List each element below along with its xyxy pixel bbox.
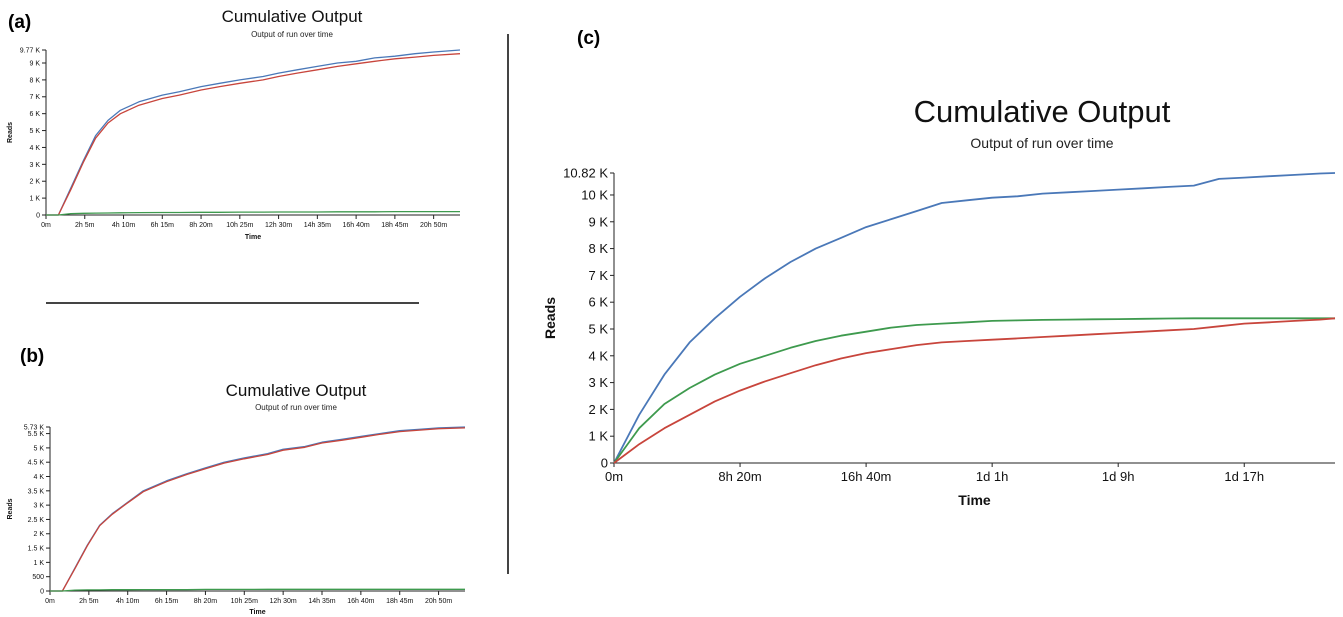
y-tick-label: 6 K [588, 295, 608, 310]
x-tick-label: 18h 45m [381, 222, 408, 229]
series-line-blue [50, 426, 466, 592]
chart-c-title: Cumulative Output [913, 94, 1171, 129]
series-line-red [50, 427, 466, 592]
y-tick-label: 9 K [588, 214, 608, 229]
y-tick-label: 3.5 K [28, 488, 45, 495]
y-tick-label: 3 K [33, 503, 44, 510]
x-tick-label: 8h 20m [718, 469, 761, 484]
chart-b: 0 500 1 K 1.5 K 2 K 2.5 K 3 K 3.5 K 4 K 4.5 K 5 K 5… [7, 424, 466, 616]
series-line-red [46, 53, 461, 216]
y-tick-label: 10.82 K [563, 166, 608, 181]
y-tick-label: 1 K [29, 196, 40, 203]
series-line-green [613, 317, 1335, 464]
y-tick-label: 2 K [588, 402, 608, 417]
y-tick-label: 8 K [588, 241, 608, 256]
y-tick-label: 2 K [33, 531, 44, 538]
chart-b-subtitle: Output of run over time [255, 403, 337, 412]
x-tick-label: 12h 30m [265, 222, 292, 229]
y-tick-label: 5.5 K [28, 431, 45, 438]
vertical-divider [507, 34, 509, 574]
series-line-green [50, 588, 465, 592]
chart-c-subtitle: Output of run over time [970, 135, 1114, 151]
x-tick-label: 8h 20m [189, 222, 213, 229]
y-tick-label: 0 [36, 212, 40, 219]
x-tick-label: 0m [41, 222, 51, 229]
x-tick-label: 12h 30m [270, 598, 297, 605]
x-tick-label: 14h 35m [308, 598, 335, 605]
y-tick-label: 1 K [588, 429, 608, 444]
y-tick-label: 500 [32, 574, 44, 581]
y-tick-label: 5.73 K [24, 424, 45, 431]
x-axis-label: Time [249, 609, 265, 616]
y-tick-label: 1.5 K [28, 546, 45, 553]
x-tick-label: 16h 40m [841, 469, 892, 484]
y-tick-label: 5 K [588, 322, 608, 337]
x-tick-label: 1d 9h [1102, 469, 1135, 484]
panel-label-a: (a) [8, 12, 32, 33]
x-tick-label: 2h 5m [75, 222, 95, 229]
x-axis-label: Time [958, 492, 991, 508]
y-tick-label: 1 K [33, 560, 44, 567]
chart-b-title: Cumulative Output [225, 381, 367, 400]
y-tick-label: 4 K [29, 145, 40, 152]
x-tick-label: 4h 10m [116, 598, 140, 605]
y-tick-label: 4 K [33, 474, 44, 481]
y-tick-label: 9.77 K [20, 47, 41, 54]
series-line-blue [613, 172, 1336, 464]
chart-a-subtitle: Output of run over time [251, 30, 333, 39]
panel-label-c: (c) [577, 28, 601, 49]
y-axis-label: Reads [542, 297, 558, 339]
series-line-green [46, 210, 460, 216]
y-axis-label: Reads [7, 122, 14, 143]
y-tick-label: 5 K [29, 128, 40, 135]
x-tick-label: 1d 1h [976, 469, 1009, 484]
series-line-red [613, 317, 1336, 464]
y-axis-label: Reads [7, 498, 14, 519]
y-tick-label: 3 K [29, 162, 40, 169]
x-tick-label: 6h 15m [151, 222, 175, 229]
x-axis-label: Time [245, 234, 261, 241]
y-tick-label: 6 K [29, 111, 40, 118]
x-tick-label: 16h 40m [342, 222, 369, 229]
x-tick-label: 20h 50m [420, 222, 447, 229]
x-tick-label: 14h 35m [304, 222, 331, 229]
y-tick-label: 8 K [29, 77, 40, 84]
x-tick-label: 18h 45m [386, 598, 413, 605]
horizontal-divider [46, 302, 419, 304]
x-tick-label: 16h 40m [347, 598, 374, 605]
y-tick-label: 4.5 K [28, 460, 45, 467]
panel-label-b: (b) [20, 346, 45, 367]
chart-a: 0 1 K 2 K 3 K 4 K 5 K 6 K 7 K 8 K 9 K 9.77 K 0m 2h 5… [7, 47, 461, 241]
x-tick-label: 4h 10m [112, 222, 136, 229]
y-tick-label: 0 [40, 588, 44, 595]
y-tick-label: 7 K [588, 268, 608, 283]
x-tick-label: 1d 17h [1224, 469, 1264, 484]
y-tick-label: 3 K [588, 375, 608, 390]
chart-a-title: Cumulative Output [221, 7, 363, 26]
y-tick-label: 9 K [29, 60, 40, 67]
x-tick-label: 10h 25m [226, 222, 253, 229]
y-tick-label: 0 [601, 456, 608, 471]
y-tick-label: 5 K [33, 445, 44, 452]
x-tick-label: 2h 5m [79, 598, 99, 605]
y-tick-label: 2 K [29, 179, 40, 186]
y-tick-label: 10 K [581, 188, 608, 203]
y-tick-label: 4 K [588, 348, 608, 363]
x-tick-label: 6h 15m [155, 598, 179, 605]
chart-c: 0 1 K 2 K 3 K 4 K 5 K 6 K 7 K 8 K 9 K 10 K 10.82 K 0… [542, 166, 1336, 508]
x-tick-label: 8h 20m [194, 598, 218, 605]
y-tick-label: 7 K [29, 94, 40, 101]
series-line-blue [46, 49, 461, 216]
x-tick-label: 0m [45, 598, 55, 605]
x-tick-label: 10h 25m [231, 598, 258, 605]
y-tick-label: 2.5 K [28, 517, 45, 524]
x-tick-label: 0m [605, 469, 623, 484]
x-tick-label: 20h 50m [425, 598, 452, 605]
